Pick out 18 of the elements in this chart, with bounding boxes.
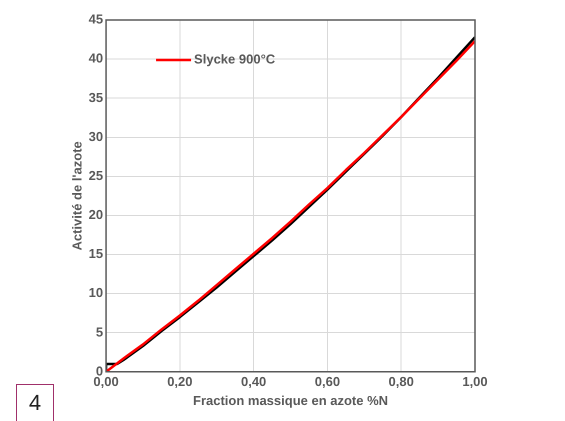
x-tick-label: 1,00 — [462, 374, 488, 390]
y-tick-label: 15 — [88, 246, 104, 262]
y-tick-label: 20 — [88, 207, 104, 222]
x-tick-label: 0,60 — [314, 374, 340, 390]
text: 4 — [16, 384, 54, 421]
y-tick-label: 35 — [88, 90, 104, 105]
x-tick-label: 0,20 — [167, 374, 193, 390]
x-tick-label: 0,40 — [240, 374, 266, 390]
x-axis-title: Fraction massique en azote %N — [193, 392, 388, 408]
legend-label: Slycke 900°C — [194, 52, 276, 67]
y-tick-label: 40 — [88, 50, 104, 66]
y-tick-label: 30 — [88, 128, 104, 144]
y-tick-label: 45 — [88, 12, 104, 27]
y-axis-title: Activité de l'azote — [69, 141, 84, 251]
y-tick-label: 25 — [88, 168, 104, 183]
y-tick-label: 10 — [88, 285, 104, 300]
y-tick-label: 5 — [96, 324, 104, 340]
x-tick-label: 0,80 — [388, 374, 414, 390]
